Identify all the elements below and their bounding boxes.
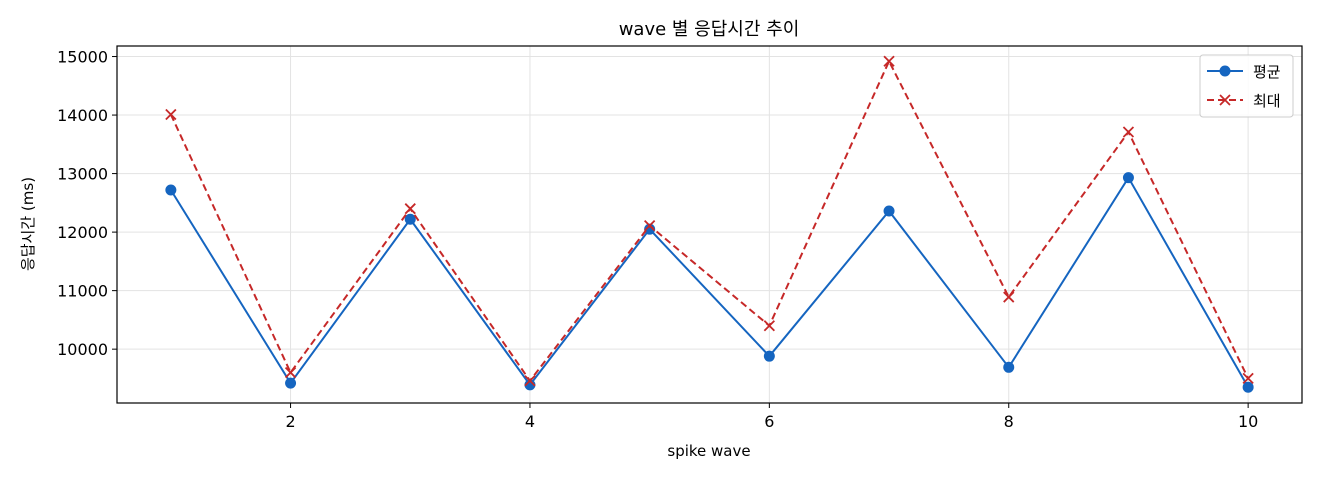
data-point: [404, 213, 416, 225]
data-point: [284, 366, 297, 379]
data-point-stroke: [284, 366, 297, 379]
series-0: [165, 172, 1254, 393]
y-axis-ticks: 10000 11000 12000 13000 14000 15000: [57, 48, 117, 359]
data-point-stroke: [1122, 126, 1135, 138]
data-point: [165, 184, 177, 196]
x-tick-label: 10: [1238, 412, 1258, 431]
legend-marker-stroke: [1219, 94, 1231, 106]
legend-marker: [1219, 94, 1231, 106]
data-point-stroke: [644, 220, 656, 232]
data-point: [644, 220, 656, 232]
data-point-stroke: [404, 203, 416, 215]
y-tick-label: 12000: [57, 223, 108, 242]
grid: [117, 46, 1302, 403]
data-point-stroke: [883, 55, 895, 67]
legend-label: 평균: [1253, 63, 1281, 81]
data-point-stroke: [1242, 372, 1254, 385]
x-tick-label: 8: [1004, 412, 1014, 431]
data-point-stroke: [763, 320, 775, 332]
x-axis-label: spike wave: [667, 442, 750, 460]
x-axis-ticks: 2 4 6 8 10: [285, 403, 1258, 431]
data-point: [285, 377, 297, 389]
data-point: [763, 350, 775, 362]
series-line: [169, 58, 1250, 383]
y-tick-label: 15000: [57, 48, 108, 67]
data-point: [1003, 361, 1015, 373]
y-tick-label: 13000: [57, 165, 108, 184]
data-point-stroke: [165, 108, 177, 121]
data-point: [1242, 381, 1254, 393]
x-tick-label: 2: [285, 412, 295, 431]
data-point: [524, 375, 536, 387]
data-point: [1122, 126, 1135, 138]
data-point: [165, 108, 177, 121]
y-tick-label: 14000: [57, 106, 108, 125]
data-point-stroke: [1003, 291, 1015, 303]
y-tick-label: 11000: [57, 282, 108, 301]
y-tick-label: 10000: [57, 340, 108, 359]
data-point-stroke: [524, 375, 536, 387]
data-point: [883, 205, 895, 217]
y-axis-label: 응답시간 (ms): [19, 177, 37, 271]
legend-marker: [1219, 65, 1231, 77]
series-1: [165, 55, 1254, 387]
plot-area-frame: [116, 45, 1303, 404]
legend-label: 최대: [1253, 92, 1281, 110]
data-point: [1003, 291, 1015, 303]
series-layer: [165, 55, 1254, 393]
data-point: [763, 320, 775, 332]
data-point: [1242, 372, 1254, 385]
data-point: [404, 203, 416, 215]
chart-title: wave 별 응답시간 추이: [619, 19, 800, 40]
series-line: [170, 175, 1250, 388]
x-tick-label: 4: [525, 412, 535, 431]
data-point: [883, 55, 895, 67]
x-tick-label: 6: [764, 412, 774, 431]
data-point: [1122, 172, 1134, 184]
